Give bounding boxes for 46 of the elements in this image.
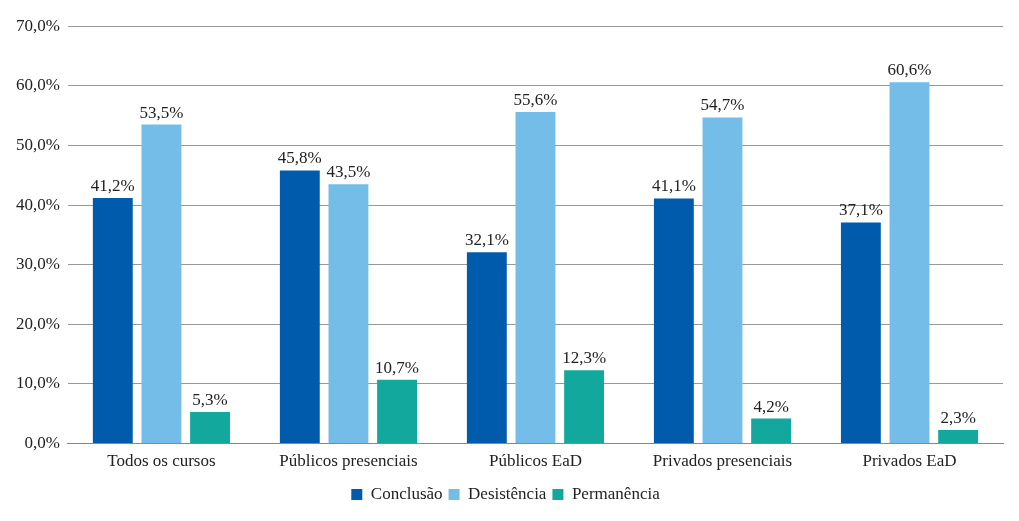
x-tick-label: Privados presenciais xyxy=(652,451,793,471)
data-label: 55,6% xyxy=(513,90,558,110)
data-label: 37,1% xyxy=(838,200,883,220)
x-tick-label: Públicos presenciais xyxy=(279,451,418,471)
y-tick-label: 60,0% xyxy=(15,75,60,95)
data-label: 53,5% xyxy=(139,102,184,122)
data-label: 10,7% xyxy=(375,357,420,377)
bar xyxy=(190,412,230,444)
x-tick-label: Todos os cursos xyxy=(107,451,216,471)
y-tick-label: 40,0% xyxy=(15,194,60,214)
data-label: 12,3% xyxy=(562,348,607,368)
bar xyxy=(751,418,792,444)
data-label: 41,2% xyxy=(90,175,135,195)
data-label: 41,1% xyxy=(651,176,696,196)
bar xyxy=(938,429,979,444)
bar xyxy=(279,170,320,444)
data-label: 5,3% xyxy=(192,389,228,409)
legend-label: Conclusão xyxy=(370,483,443,503)
bar xyxy=(889,82,930,444)
x-tick-label: Públicos EaD xyxy=(488,451,582,471)
data-label: 4,2% xyxy=(753,396,789,416)
y-tick-label: 10,0% xyxy=(15,373,60,393)
bar xyxy=(141,124,182,444)
bar xyxy=(564,370,605,444)
y-tick-label: 70,0% xyxy=(15,15,60,35)
data-label: 32,1% xyxy=(464,230,509,250)
data-label: 45,8% xyxy=(277,148,322,168)
y-tick-label: 30,0% xyxy=(15,254,60,274)
legend-label: Permanência xyxy=(571,483,661,503)
bar xyxy=(702,117,743,444)
data-label: 54,7% xyxy=(700,95,745,115)
y-tick-label: 20,0% xyxy=(15,313,60,333)
data-label: 2,3% xyxy=(940,407,976,427)
bar xyxy=(653,198,694,444)
legend-label: Desistência xyxy=(468,483,547,503)
bar xyxy=(466,252,507,444)
x-tick-label: Privados EaD xyxy=(862,451,957,471)
y-tick-label: 0,0% xyxy=(24,433,60,453)
bar xyxy=(515,112,556,444)
bar xyxy=(377,379,417,444)
data-label: 43,5% xyxy=(326,162,371,182)
y-tick-label: 50,0% xyxy=(15,134,60,154)
bar xyxy=(328,184,369,444)
bar xyxy=(840,222,881,444)
data-label: 60,6% xyxy=(887,60,932,80)
bar xyxy=(92,197,133,444)
